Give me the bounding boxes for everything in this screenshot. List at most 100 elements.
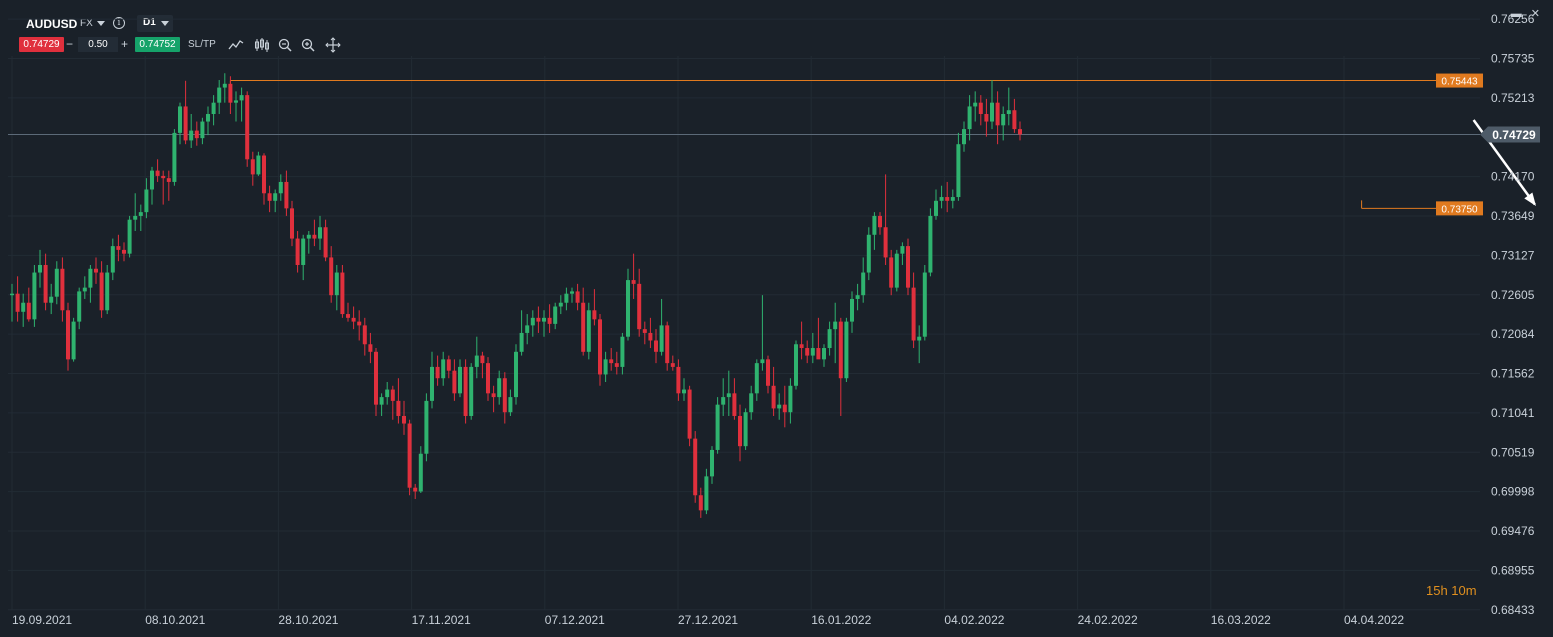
zoom-out-icon[interactable] [277, 37, 293, 53]
sell-price-button[interactable]: 0.74729 [19, 37, 64, 52]
candle-down [413, 487, 418, 492]
candle-down [60, 268, 65, 311]
candle-up [760, 359, 765, 364]
candle-down [452, 370, 457, 394]
candle-down [435, 366, 440, 379]
y-tick-label: 0.73649 [1491, 209, 1535, 223]
candle-up [844, 321, 849, 379]
candle-down [43, 264, 48, 303]
candle-down [598, 319, 602, 375]
x-tick-label: 16.01.2022 [811, 613, 871, 627]
candle-up [10, 293, 14, 296]
candle-up [38, 264, 42, 273]
candle-up [49, 296, 54, 303]
candle-down [799, 344, 804, 349]
candle-up [1006, 110, 1011, 114]
line-chart-icon[interactable] [228, 37, 244, 53]
sltp-button[interactable]: SL/TP [188, 39, 216, 50]
symbol-label[interactable]: AUDUSD [26, 17, 78, 31]
candle-up [256, 155, 261, 175]
candle-down [732, 393, 737, 416]
candle-up [967, 106, 972, 130]
candle-down [670, 363, 675, 367]
candle-down [771, 385, 776, 409]
crosshair-icon[interactable] [325, 37, 341, 53]
y-tick-label: 0.68955 [1491, 563, 1535, 577]
candle-up [558, 302, 563, 307]
candle-up [525, 325, 530, 333]
candle-down [687, 389, 692, 439]
zoom-in-icon[interactable] [300, 37, 316, 53]
y-tick-label: 0.70519 [1491, 445, 1535, 459]
candle-down [346, 314, 350, 318]
candle-up [704, 476, 709, 511]
candle-up [211, 102, 216, 114]
candle-down [368, 344, 373, 352]
candle-countdown: 15h 10m [1426, 583, 1477, 598]
candle-down [631, 280, 636, 284]
grid-lines [8, 18, 1480, 611]
y-tick-label: 0.75213 [1491, 91, 1535, 105]
level-price-label: 0.73750 [1441, 204, 1478, 215]
candle-down [183, 106, 188, 141]
candle-down [698, 495, 703, 511]
candle-up [474, 355, 479, 367]
candle-up [810, 348, 815, 356]
y-tick-label: 0.69476 [1491, 524, 1535, 538]
y-tick-label: 0.76256 [1491, 12, 1535, 26]
lot-size-input[interactable]: 0.50 [78, 37, 118, 52]
candle-up [301, 238, 306, 265]
candle-up [542, 317, 546, 322]
y-tick-label: 0.73127 [1491, 248, 1535, 262]
info-icon[interactable]: i [113, 17, 125, 29]
candle-up [200, 121, 205, 139]
candle-up [172, 132, 177, 182]
y-tick-label: 0.72084 [1491, 327, 1535, 341]
level-price-label: 0.75443 [1441, 77, 1478, 88]
buy-price-button[interactable]: 0.74752 [135, 37, 180, 52]
candle-up [234, 100, 238, 103]
candle-up [850, 298, 854, 322]
candle-up [508, 397, 513, 413]
lot-decrease-button[interactable]: − [66, 37, 74, 51]
candle-up [564, 293, 569, 303]
market-type[interactable]: FX [80, 18, 93, 29]
candle-up [150, 170, 154, 190]
candle-up [105, 272, 110, 311]
candle-down [329, 257, 334, 296]
candle-up [715, 404, 720, 450]
candle-up [217, 87, 222, 103]
candle-up [777, 404, 782, 409]
minimize-button[interactable]: ▬ [1510, 8, 1525, 20]
candle-up [88, 268, 93, 288]
candle-up [788, 385, 793, 413]
arrow-head-icon [1524, 192, 1536, 206]
candle-down [228, 83, 233, 103]
candle-down [536, 317, 541, 322]
candle-down [1012, 110, 1017, 130]
candle-up [127, 219, 132, 254]
lot-increase-button[interactable]: + [121, 37, 129, 51]
candle-up [458, 366, 462, 394]
close-button[interactable]: ✕ [1530, 8, 1543, 20]
x-tick-label: 28.10.2021 [278, 613, 338, 627]
candle-up [872, 215, 877, 235]
candles-icon[interactable] [254, 37, 270, 53]
candle-up [189, 130, 194, 141]
candle-down [396, 400, 401, 416]
candle-down [480, 355, 485, 364]
candle-up [620, 336, 625, 367]
candle-up [278, 181, 283, 194]
candle-up [822, 348, 826, 360]
market-dropdown-icon[interactable] [97, 21, 105, 26]
candle-up [833, 321, 838, 330]
x-tick-label: 04.02.2022 [944, 613, 1004, 627]
y-tick-label: 0.69998 [1491, 485, 1535, 499]
x-tick-label: 27.12.2021 [678, 613, 738, 627]
candle-up [318, 227, 322, 239]
candle-down [575, 291, 580, 303]
level-lines [8, 80, 1480, 209]
candle-up [32, 272, 37, 320]
level-price-tag [1436, 201, 1483, 216]
